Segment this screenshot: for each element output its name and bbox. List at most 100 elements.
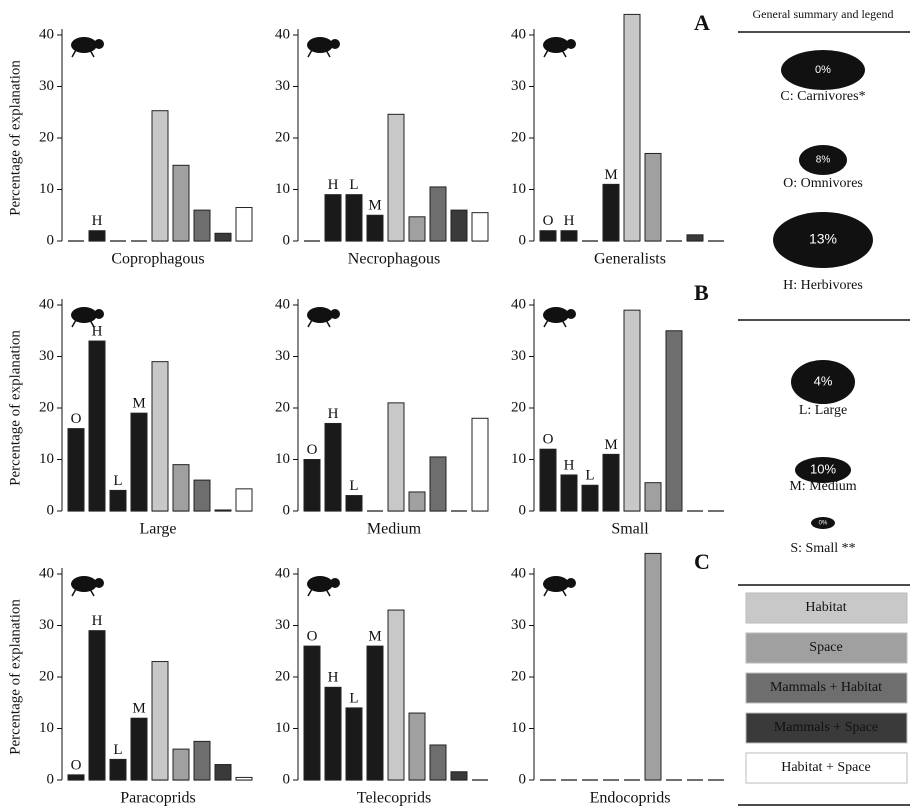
beetle-icon bbox=[544, 589, 548, 596]
bar bbox=[540, 231, 556, 241]
y-tick-label: 10 bbox=[511, 720, 526, 736]
bar-label: M bbox=[132, 396, 145, 412]
bar bbox=[561, 231, 577, 241]
bar-label: M bbox=[604, 167, 617, 183]
bar bbox=[603, 184, 619, 241]
beetle-icon bbox=[566, 39, 576, 49]
bar bbox=[215, 233, 231, 241]
bar bbox=[89, 341, 105, 511]
panel-title: Telecoprids bbox=[357, 790, 431, 807]
bar bbox=[152, 111, 168, 241]
bar bbox=[472, 418, 488, 511]
bar bbox=[409, 217, 425, 241]
bar-label: L bbox=[113, 742, 122, 758]
bar bbox=[645, 483, 661, 511]
group-percent: 0% bbox=[815, 64, 831, 76]
bar bbox=[194, 741, 210, 780]
bar-label: O bbox=[307, 442, 318, 458]
legend-label: Mammals + Space bbox=[774, 720, 878, 735]
y-tick-label: 10 bbox=[511, 181, 526, 197]
bar bbox=[666, 331, 682, 511]
bar-label: H bbox=[328, 177, 339, 193]
bar bbox=[68, 429, 84, 511]
beetle-icon bbox=[94, 39, 104, 49]
panel-title: Endocoprids bbox=[590, 790, 671, 807]
bar bbox=[194, 210, 210, 241]
bar bbox=[582, 485, 598, 511]
beetle-icon bbox=[94, 578, 104, 588]
panel-title: Medium bbox=[367, 521, 422, 538]
y-axis-label: Percentage of explanation bbox=[7, 330, 23, 486]
y-tick-label: 0 bbox=[283, 232, 291, 248]
figure: 010203040Percentage of explanationHCopro… bbox=[0, 0, 915, 811]
beetle-icon bbox=[544, 50, 548, 57]
bar bbox=[451, 772, 467, 780]
bar-label: L bbox=[349, 690, 358, 706]
y-tick-label: 40 bbox=[511, 565, 526, 581]
y-tick-label: 20 bbox=[511, 399, 526, 415]
bar-label: H bbox=[92, 323, 103, 339]
bar bbox=[325, 687, 341, 780]
y-tick-label: 10 bbox=[275, 720, 290, 736]
group-label: H: Herbivores bbox=[783, 278, 863, 293]
summary-title: General summary and legend bbox=[753, 7, 894, 21]
bar bbox=[215, 765, 231, 780]
group-label: C: Carnivores* bbox=[780, 89, 865, 104]
beetle-icon bbox=[72, 50, 76, 57]
bar-label: L bbox=[113, 473, 122, 489]
y-tick-label: 0 bbox=[47, 771, 55, 787]
bar bbox=[89, 631, 105, 780]
bar bbox=[173, 165, 189, 241]
bar bbox=[409, 713, 425, 780]
bar bbox=[624, 310, 640, 511]
legend-label: Mammals + Habitat bbox=[770, 680, 882, 695]
panel-title: Generalists bbox=[594, 251, 666, 268]
bar-label: O bbox=[71, 411, 82, 427]
y-tick-label: 10 bbox=[275, 181, 290, 197]
bar bbox=[304, 460, 320, 512]
bar bbox=[430, 457, 446, 511]
y-tick-label: 40 bbox=[511, 26, 526, 42]
beetle-icon bbox=[308, 50, 312, 57]
bar bbox=[346, 195, 362, 241]
panel-title: Necrophagous bbox=[348, 251, 440, 268]
y-tick-label: 20 bbox=[39, 399, 54, 415]
bar bbox=[236, 208, 252, 241]
group-percent: 8% bbox=[816, 155, 831, 166]
group-percent: 0% bbox=[819, 521, 828, 527]
y-tick-label: 30 bbox=[275, 348, 290, 364]
bar-label: O bbox=[543, 213, 554, 229]
group-label: M: Medium bbox=[789, 479, 856, 494]
bar bbox=[472, 213, 488, 241]
bar-label: O bbox=[543, 432, 554, 448]
bar-label: M bbox=[368, 198, 381, 214]
bar bbox=[68, 775, 84, 780]
group-label: L: Large bbox=[799, 403, 847, 418]
bar-label: M bbox=[368, 629, 381, 645]
bar bbox=[561, 475, 577, 511]
y-tick-label: 10 bbox=[275, 451, 290, 467]
bar bbox=[173, 749, 189, 780]
bar bbox=[388, 403, 404, 511]
y-tick-label: 40 bbox=[39, 565, 54, 581]
bar bbox=[131, 413, 147, 511]
panel-title: Large bbox=[139, 521, 176, 538]
beetle-icon bbox=[566, 309, 576, 319]
bar-label: L bbox=[349, 177, 358, 193]
y-tick-label: 30 bbox=[511, 617, 526, 633]
bar bbox=[346, 496, 362, 511]
y-tick-label: 30 bbox=[39, 617, 54, 633]
y-tick-label: 40 bbox=[275, 26, 290, 42]
bar bbox=[367, 215, 383, 241]
y-tick-label: 30 bbox=[511, 78, 526, 94]
y-tick-label: 40 bbox=[39, 26, 54, 42]
y-tick-label: 0 bbox=[283, 502, 291, 518]
y-tick-label: 0 bbox=[519, 502, 527, 518]
beetle-icon bbox=[544, 320, 548, 327]
y-tick-label: 40 bbox=[275, 296, 290, 312]
group-label: O: Omnivores bbox=[783, 176, 863, 191]
bar bbox=[388, 610, 404, 780]
bar bbox=[540, 449, 556, 511]
y-tick-label: 40 bbox=[39, 296, 54, 312]
bar-label: H bbox=[564, 213, 575, 229]
